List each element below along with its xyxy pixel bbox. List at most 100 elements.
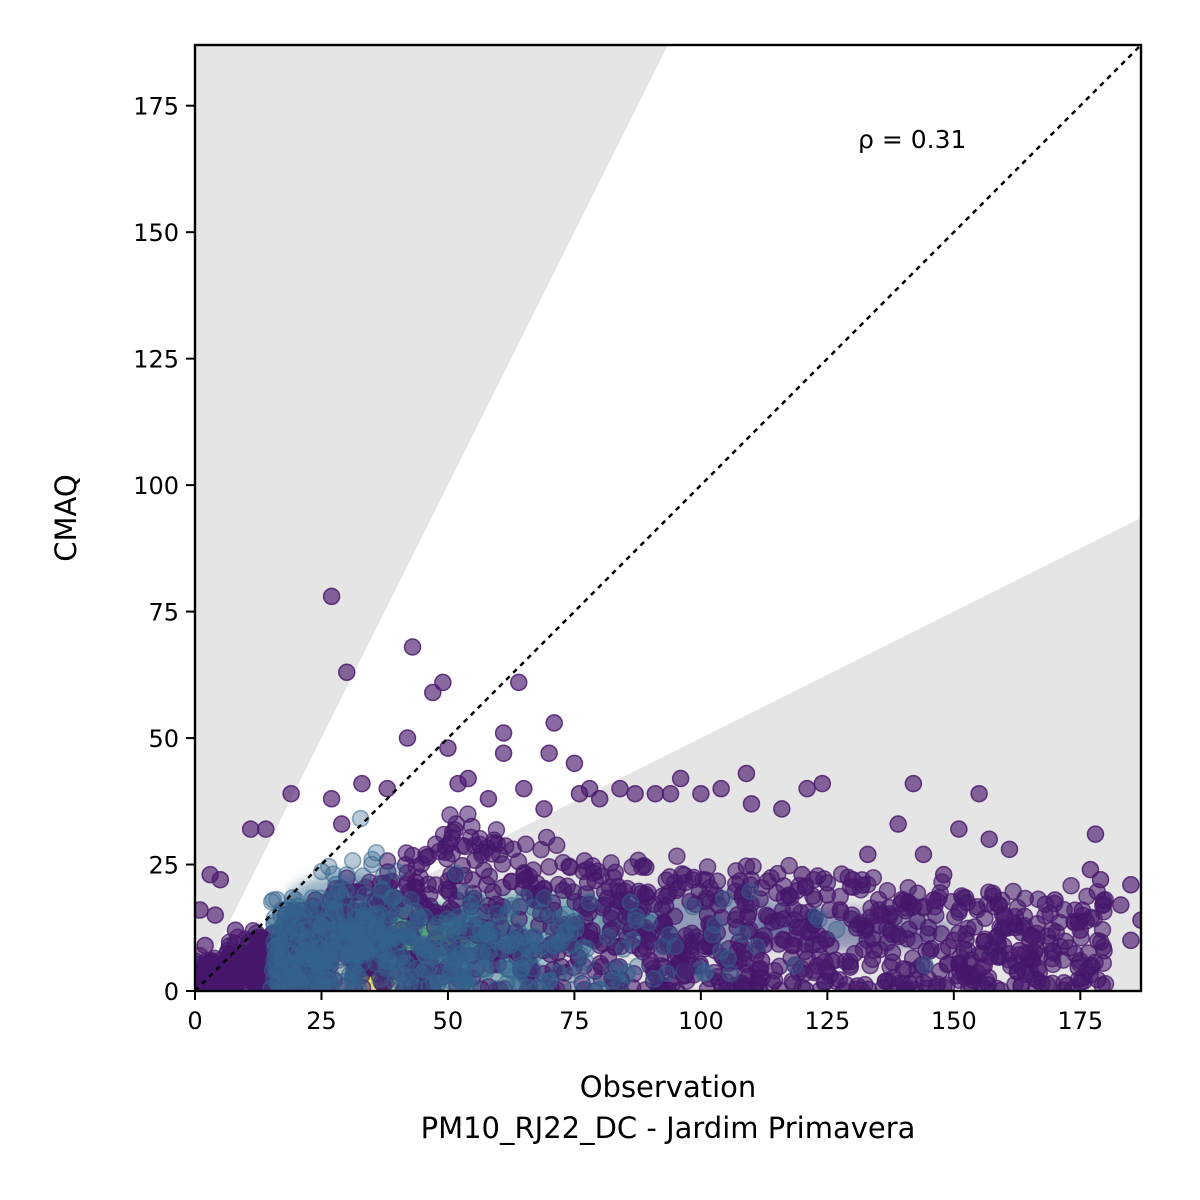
cloud-point bbox=[475, 861, 493, 879]
cloud-point bbox=[732, 975, 751, 991]
x-axis-label: Observation bbox=[580, 1070, 757, 1104]
outlier-point bbox=[195, 901, 209, 919]
outlier-point bbox=[1071, 921, 1090, 940]
cloud-point bbox=[312, 973, 330, 991]
cloud-point bbox=[476, 949, 495, 968]
cloud-point bbox=[432, 926, 450, 944]
outlier-point bbox=[540, 744, 558, 762]
outlier-point bbox=[798, 779, 816, 798]
outlier-point bbox=[515, 779, 533, 798]
cloud-point bbox=[811, 935, 829, 954]
outlier-point bbox=[403, 638, 422, 656]
outlier-point bbox=[535, 800, 553, 818]
cloud-point bbox=[986, 929, 1005, 947]
outlier-point bbox=[934, 865, 953, 884]
cloud-point bbox=[243, 964, 262, 982]
outlier-point bbox=[332, 815, 351, 833]
correlation-annotation: ρ = 0.31 bbox=[858, 125, 966, 154]
cloud-point bbox=[299, 949, 317, 967]
y-tick-label: 25 bbox=[148, 852, 179, 880]
cloud-point bbox=[505, 930, 523, 948]
cloud-point bbox=[563, 980, 581, 991]
cloud-point bbox=[385, 973, 404, 991]
outlier-point bbox=[904, 774, 923, 793]
outlier-point bbox=[459, 769, 477, 788]
outlier-point bbox=[1132, 911, 1141, 929]
cloud-point bbox=[602, 961, 620, 980]
cloud-point bbox=[1028, 971, 1047, 990]
cloud-point bbox=[916, 956, 934, 975]
cloud-point bbox=[493, 855, 512, 873]
cloud-point bbox=[580, 893, 599, 912]
cloud-point bbox=[651, 978, 670, 991]
cloud-point bbox=[344, 974, 362, 991]
cloud-point bbox=[387, 906, 406, 924]
cloud-point bbox=[356, 885, 374, 904]
y-axis: 0 25 50 75 100 125 150 175 bbox=[133, 93, 195, 1006]
outlier-point bbox=[646, 784, 665, 803]
cloud-point bbox=[533, 903, 551, 921]
cloud-point bbox=[627, 911, 645, 930]
outlier-point bbox=[439, 739, 457, 757]
cloud-point bbox=[1070, 954, 1089, 972]
cloud-point bbox=[992, 891, 1011, 910]
cloud-point bbox=[387, 862, 406, 881]
cloud-point bbox=[633, 858, 651, 876]
y-tick-label: 175 bbox=[133, 93, 179, 121]
x-tick-label: 0 bbox=[187, 1007, 202, 1035]
outlier-point bbox=[737, 764, 756, 783]
cloud-point bbox=[311, 950, 330, 968]
cloud-point bbox=[456, 837, 474, 856]
x-tick-label: 25 bbox=[306, 1007, 337, 1035]
cloud-point bbox=[330, 915, 349, 933]
cloud-point bbox=[827, 920, 846, 939]
cloud-point bbox=[1062, 876, 1080, 895]
cloud-point bbox=[738, 908, 757, 926]
cloud-point bbox=[283, 889, 302, 907]
cloud-point bbox=[515, 954, 534, 972]
cloud-point bbox=[275, 976, 293, 991]
outlier-point bbox=[322, 790, 341, 808]
outlier-point bbox=[196, 936, 214, 955]
outlier-point bbox=[611, 779, 629, 798]
cloud-point bbox=[657, 887, 676, 905]
outlier-point bbox=[1112, 896, 1130, 914]
cloud-point bbox=[335, 935, 353, 953]
outlier-point bbox=[241, 820, 260, 838]
x-axis: 0 25 50 75 100 125 150 175 bbox=[187, 991, 1103, 1035]
outlier-point bbox=[692, 784, 710, 803]
cloud-point bbox=[658, 964, 676, 983]
cloud-point bbox=[317, 914, 336, 932]
cloud-point bbox=[857, 919, 876, 938]
cloud-point bbox=[831, 901, 850, 919]
cloud-point bbox=[884, 969, 903, 987]
outlier-point bbox=[1086, 825, 1105, 843]
cloud-point bbox=[869, 890, 888, 909]
cloud-point bbox=[697, 889, 716, 907]
cloud-point bbox=[733, 925, 751, 943]
cloud-point bbox=[965, 918, 984, 936]
outlier-point bbox=[818, 886, 837, 904]
cloud-point bbox=[897, 980, 916, 991]
cloud-point bbox=[1016, 889, 1034, 908]
outlier-point bbox=[1046, 891, 1064, 909]
y-tick-label: 150 bbox=[133, 219, 179, 247]
outlier-point bbox=[479, 790, 498, 808]
cloud-point bbox=[366, 954, 385, 972]
cloud-point bbox=[1092, 933, 1110, 951]
outlier-point bbox=[661, 784, 680, 803]
outlier-point bbox=[338, 663, 356, 682]
cloud-point bbox=[557, 905, 575, 924]
cloud-point bbox=[960, 978, 978, 991]
outlier-point bbox=[398, 729, 417, 747]
cloud-point bbox=[703, 925, 722, 944]
band-lower bbox=[195, 518, 1141, 991]
cloud-point bbox=[445, 950, 464, 968]
outlier-point bbox=[945, 931, 963, 950]
cloud-point bbox=[578, 939, 596, 958]
cloud-point bbox=[645, 895, 663, 914]
outlier-point bbox=[808, 956, 826, 975]
outlier-point bbox=[813, 774, 832, 793]
x-tick-label: 100 bbox=[678, 1007, 724, 1035]
